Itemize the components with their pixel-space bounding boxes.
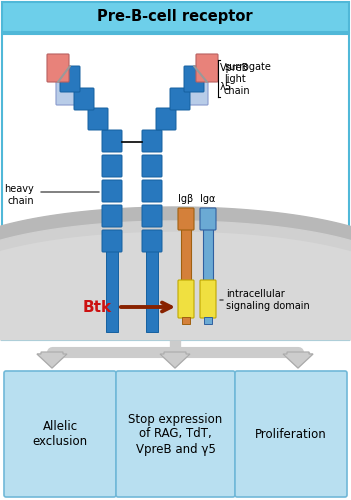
FancyBboxPatch shape [4,371,116,497]
Bar [106,250,118,332]
FancyBboxPatch shape [142,180,162,202]
FancyBboxPatch shape [178,208,194,230]
FancyBboxPatch shape [142,155,162,177]
FancyBboxPatch shape [156,108,176,130]
FancyBboxPatch shape [116,371,235,497]
FancyBboxPatch shape [47,54,69,82]
FancyBboxPatch shape [186,79,208,105]
Text: Pre-B-cell receptor: Pre-B-cell receptor [97,10,253,24]
FancyBboxPatch shape [88,108,108,130]
Bar [203,228,213,280]
Bar [204,317,212,324]
FancyBboxPatch shape [142,205,162,227]
Text: VpreB: VpreB [220,63,249,73]
Polygon shape [164,352,186,354]
FancyBboxPatch shape [102,230,122,252]
FancyBboxPatch shape [56,79,78,105]
FancyBboxPatch shape [60,66,80,92]
FancyBboxPatch shape [102,130,122,152]
Text: Btk: Btk [83,300,112,314]
FancyBboxPatch shape [235,371,347,497]
Text: λ5: λ5 [220,82,232,92]
Polygon shape [160,354,190,368]
FancyBboxPatch shape [200,280,216,318]
Polygon shape [283,354,313,368]
Polygon shape [37,352,67,368]
FancyBboxPatch shape [74,88,94,110]
Text: Igα: Igα [200,194,216,204]
Text: Proliferation: Proliferation [255,428,327,440]
Polygon shape [283,352,313,368]
Text: Allelic
exclusion: Allelic exclusion [32,420,87,448]
Bar [182,317,190,324]
Text: intracellular
signaling domain: intracellular signaling domain [226,289,310,311]
FancyBboxPatch shape [102,180,122,202]
FancyBboxPatch shape [184,66,204,92]
FancyBboxPatch shape [170,88,190,110]
Bar [146,250,158,332]
Text: Stop expression
of RAG, TdT,
VpreB and γ5: Stop expression of RAG, TdT, VpreB and γ… [128,412,223,456]
Polygon shape [41,352,63,354]
Text: Igβ: Igβ [178,194,194,204]
Polygon shape [160,352,190,368]
Text: surrogate
light
chain: surrogate light chain [224,62,271,96]
FancyBboxPatch shape [142,130,162,152]
Bar [181,228,191,280]
FancyBboxPatch shape [178,280,194,318]
FancyBboxPatch shape [102,205,122,227]
FancyBboxPatch shape [196,54,218,82]
FancyBboxPatch shape [102,155,122,177]
FancyBboxPatch shape [2,2,349,32]
FancyBboxPatch shape [142,230,162,252]
Text: heavy
chain: heavy chain [4,184,34,206]
FancyBboxPatch shape [2,34,349,340]
Polygon shape [0,231,351,340]
Polygon shape [287,352,309,354]
FancyBboxPatch shape [200,208,216,230]
Polygon shape [37,354,67,368]
